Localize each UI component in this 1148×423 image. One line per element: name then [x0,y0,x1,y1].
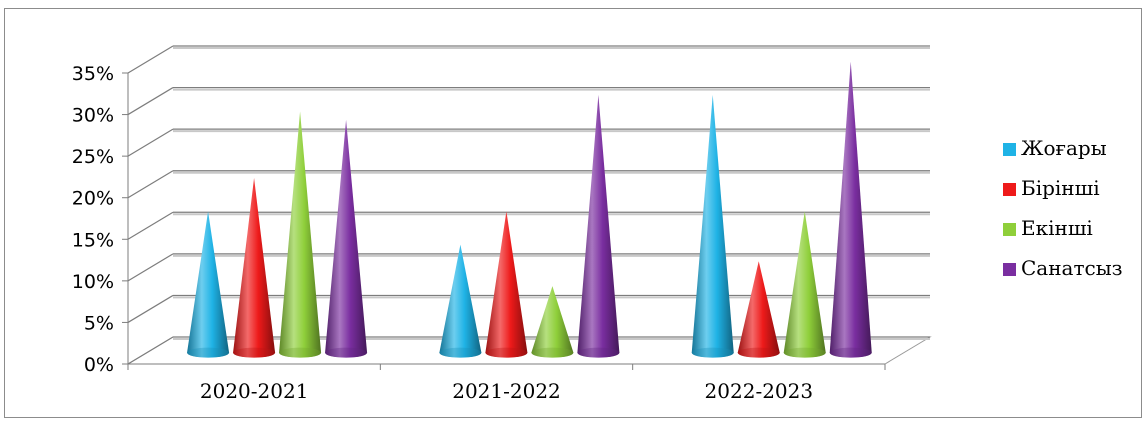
gridline-side [127,294,174,323]
cone-base [691,347,734,358]
legend-label: Екінші [1021,216,1093,240]
cone-base [279,347,322,358]
cone-body [439,244,482,358]
cone-base [233,347,276,358]
x-axis: 2020-2021 2021-2022 2022-2023 [127,363,886,403]
legend-label: Жоғары [1021,136,1107,160]
legend-label: Санатсыз [1021,256,1123,280]
cone-series [187,61,872,358]
cone-Екінші-2022-2023 [783,211,826,358]
cone-base [485,347,528,358]
cone-Жоғары-2020-2021 [187,211,230,358]
x-tick-label: 2021-2022 [452,379,561,403]
gridline-side [127,45,174,74]
legend-swatch [1003,143,1016,156]
cone-base [439,347,482,358]
cone-body [737,261,780,358]
x-tick-label: 2020-2021 [200,379,309,403]
cone-Екінші-2021-2022 [531,286,574,358]
legend-item: Жоғары [1003,136,1107,160]
cone-Санатсыз-2021-2022 [577,94,620,358]
cone-Бірінші-2020-2021 [233,178,276,358]
y-tick-label: 0% [84,354,114,376]
legend-item: Екінші [1003,216,1093,240]
cone-body [485,211,528,358]
cone-Жоғары-2022-2023 [691,94,734,358]
cone-Бірінші-2022-2023 [737,261,780,358]
cone-base [531,347,574,358]
legend: Жоғары Бірінші Екінші Санатсыз [1003,136,1123,280]
legend-swatch [1003,263,1016,276]
side-wall [128,46,173,364]
cone-base [187,347,230,358]
y-tick-label: 20% [72,188,114,210]
cone-body [187,211,230,358]
cone-Жоғары-2021-2022 [439,244,482,358]
x-tick-label: 2022-2023 [705,379,814,403]
cone-body [783,211,826,358]
cone-body [279,111,322,358]
gridline-side [127,336,174,365]
cone-Санатсыз-2022-2023 [829,61,872,358]
legend-item: Санатсыз [1003,256,1123,280]
cone-body [531,286,574,358]
cone-body [691,94,734,358]
legend-item: Бірінші [1003,176,1100,200]
cone-base [783,347,826,358]
cone-body [233,178,276,358]
cone-body [829,61,872,358]
legend-swatch [1003,223,1016,236]
y-tick-label: 10% [72,271,114,293]
y-tick-label: 35% [72,63,114,85]
cone-base [325,347,368,358]
legend-swatch [1003,183,1016,196]
legend-label: Бірінші [1021,176,1100,200]
back-wall [173,46,930,337]
cone-Екінші-2020-2021 [279,111,322,358]
y-tick-label: 5% [84,312,114,334]
gridline-side [127,128,174,157]
y-axis: 0% 5% 10% 15% 20% 25% 30% 35% [72,63,129,376]
cone-body [577,94,620,358]
cone-Бірінші-2021-2022 [485,211,528,358]
chart-walls [126,46,932,365]
cone-base [737,347,780,358]
cone-Санатсыз-2020-2021 [325,119,368,358]
gridline-side [127,87,174,116]
y-tick-label: 25% [72,146,114,168]
cone-body [325,119,368,358]
y-tick-label: 15% [72,229,114,251]
cone-base [577,347,620,358]
gridline-side [127,170,174,199]
gridline-side [127,253,174,282]
gridline-side [127,211,174,240]
y-tick-label: 30% [72,105,114,127]
cone-base [829,347,872,358]
